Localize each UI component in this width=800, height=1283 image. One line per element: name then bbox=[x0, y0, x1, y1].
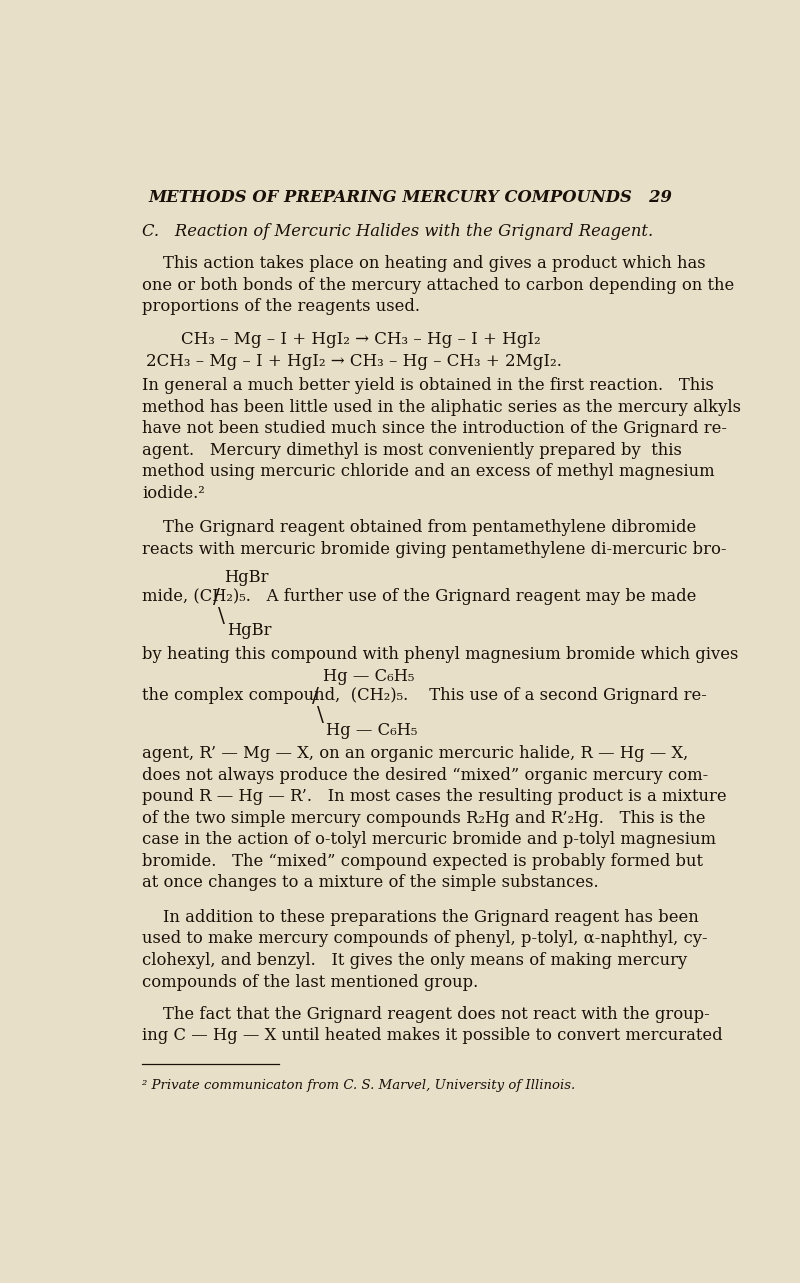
Text: of the two simple mercury compounds R₂Hg and R’₂Hg.   This is the: of the two simple mercury compounds R₂Hg… bbox=[142, 810, 706, 826]
Text: agent, R’ — Mg — X, on an organic mercuric halide, R — Hg — X,: agent, R’ — Mg — X, on an organic mercur… bbox=[142, 745, 689, 762]
Text: 2CH₃ – Mg – I + HgI₂ → CH₃ – Hg – CH₃ + 2MgI₂.: 2CH₃ – Mg – I + HgI₂ → CH₃ – Hg – CH₃ + … bbox=[146, 353, 562, 371]
Text: In general a much better yield is obtained in the first reaction.   This: In general a much better yield is obtain… bbox=[142, 377, 714, 394]
Text: In addition to these preparations the Grignard reagent has been: In addition to these preparations the Gr… bbox=[142, 908, 699, 926]
Text: mide, (CH₂)₅.   A further use of the Grignard reagent may be made: mide, (CH₂)₅. A further use of the Grign… bbox=[142, 588, 697, 606]
Text: The fact that the Grignard reagent does not react with the group-: The fact that the Grignard reagent does … bbox=[142, 1006, 710, 1023]
Text: clohexyl, and benzyl.   It gives the only means of making mercury: clohexyl, and benzyl. It gives the only … bbox=[142, 952, 687, 969]
Text: method using mercuric chloride and an excess of methyl magnesium: method using mercuric chloride and an ex… bbox=[142, 463, 714, 480]
Text: METHODS OF PREPARING MERCURY COMPOUNDS   29: METHODS OF PREPARING MERCURY COMPOUNDS 2… bbox=[148, 189, 672, 205]
Text: one or both bonds of the mercury attached to carbon depending on the: one or both bonds of the mercury attache… bbox=[142, 277, 734, 294]
Text: ing C — Hg — X until heated makes it possible to convert mercurated: ing C — Hg — X until heated makes it pos… bbox=[142, 1028, 722, 1044]
Text: reacts with mercuric bromide giving pentamethylene di-mercuric bro-: reacts with mercuric bromide giving pent… bbox=[142, 540, 726, 558]
Text: /: / bbox=[312, 688, 319, 706]
Text: at once changes to a mixture of the simple substances.: at once changes to a mixture of the simp… bbox=[142, 875, 598, 892]
Text: pound R — Hg — R’.   In most cases the resulting product is a mixture: pound R — Hg — R’. In most cases the res… bbox=[142, 788, 726, 806]
Text: \: \ bbox=[218, 607, 225, 626]
Text: CH₃ – Mg – I + HgI₂ → CH₃ – Hg – I + HgI₂: CH₃ – Mg – I + HgI₂ → CH₃ – Hg – I + HgI… bbox=[181, 331, 540, 348]
Text: HgBr: HgBr bbox=[227, 622, 272, 639]
Text: the complex compound,  (CH₂)₅.    This use of a second Grignard re-: the complex compound, (CH₂)₅. This use o… bbox=[142, 688, 707, 704]
Text: ² Private communicaton from C. S. Marvel, University of Illinois.: ² Private communicaton from C. S. Marvel… bbox=[142, 1079, 575, 1092]
Text: HgBr: HgBr bbox=[224, 568, 269, 585]
Text: C.   Reaction of Mercuric Halides with the Grignard Reagent.: C. Reaction of Mercuric Halides with the… bbox=[142, 223, 654, 240]
Text: /: / bbox=[213, 588, 220, 607]
Text: have not been studied much since the introduction of the Grignard re-: have not been studied much since the int… bbox=[142, 420, 727, 438]
Text: compounds of the last mentioned group.: compounds of the last mentioned group. bbox=[142, 974, 478, 990]
Text: The Grignard reagent obtained from pentamethylene dibromide: The Grignard reagent obtained from penta… bbox=[142, 520, 697, 536]
Text: Hg — C₆H₅: Hg — C₆H₅ bbox=[323, 667, 414, 685]
Text: case in the action of o-tolyl mercuric bromide and p-tolyl magnesium: case in the action of o-tolyl mercuric b… bbox=[142, 831, 716, 848]
Text: iodide.²: iodide.² bbox=[142, 485, 205, 502]
Text: agent.   Mercury dimethyl is most conveniently prepared by  this: agent. Mercury dimethyl is most convenie… bbox=[142, 441, 682, 458]
Text: by heating this compound with phenyl magnesium bromide which gives: by heating this compound with phenyl mag… bbox=[142, 647, 738, 663]
Text: does not always produce the desired “mixed” organic mercury com-: does not always produce the desired “mix… bbox=[142, 767, 709, 784]
Text: This action takes place on heating and gives a product which has: This action takes place on heating and g… bbox=[142, 255, 706, 272]
Text: bromide.   The “mixed” compound expected is probably formed but: bromide. The “mixed” compound expected i… bbox=[142, 853, 703, 870]
Text: used to make mercury compounds of phenyl, p-tolyl, α-naphthyl, cy-: used to make mercury compounds of phenyl… bbox=[142, 930, 708, 947]
Text: Hg — C₆H₅: Hg — C₆H₅ bbox=[326, 721, 418, 739]
Text: method has been little used in the aliphatic series as the mercury alkyls: method has been little used in the aliph… bbox=[142, 399, 741, 416]
Text: \: \ bbox=[317, 707, 324, 725]
Text: proportions of the reagents used.: proportions of the reagents used. bbox=[142, 299, 420, 316]
